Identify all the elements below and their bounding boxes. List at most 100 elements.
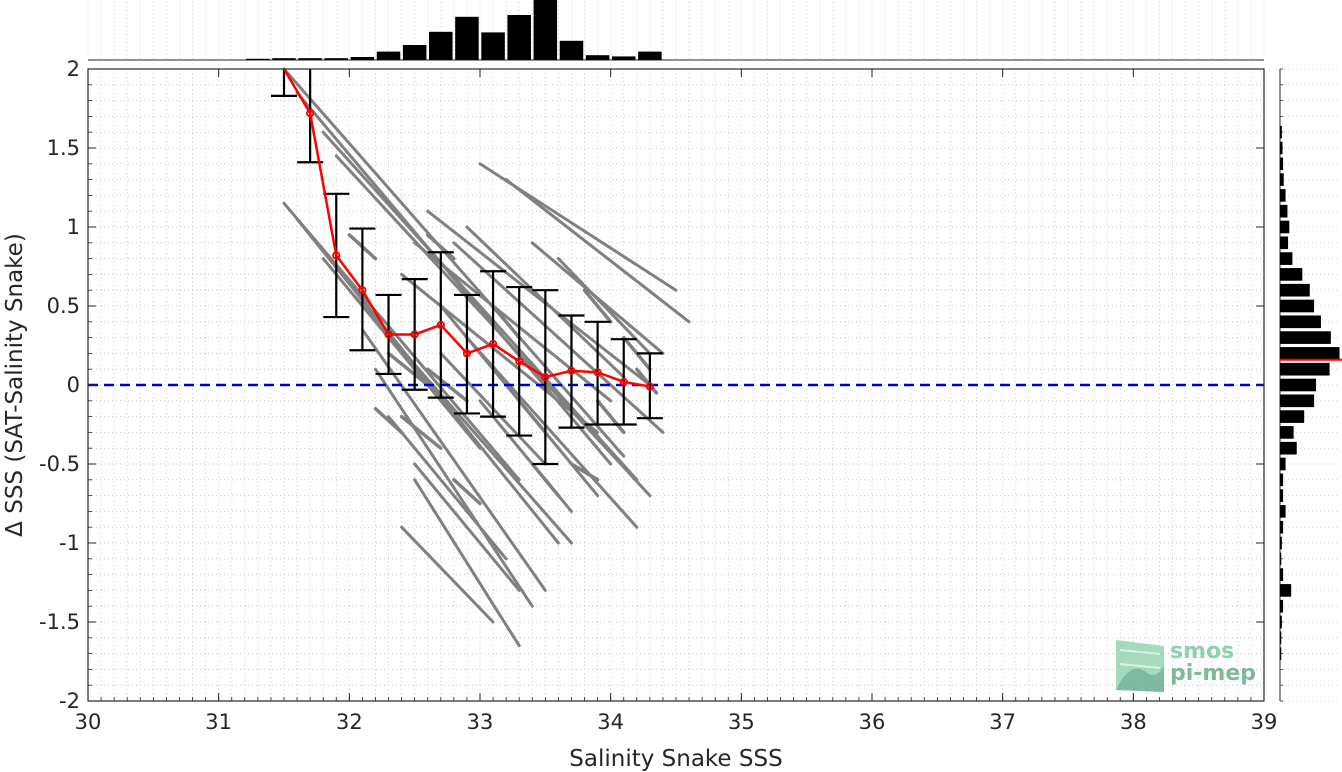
y-axis: 2 1.5 1 0.5 0 -0.5 -1 -1.5 -2 [39,57,1264,713]
x-tick-label: 32 [336,710,363,734]
top-histogram-bar [559,40,584,60]
right-histogram-bar [1280,505,1286,518]
top-histogram-bar [402,45,427,60]
x-tick-label: 36 [859,710,886,734]
x-tick-label: 34 [597,710,624,734]
right-histogram-bar [1280,473,1284,487]
scatter-dash [373,406,404,435]
y-tick-label: -0.5 [39,452,80,476]
smos-pimep-logo: smos pi-mep [1116,639,1256,692]
top-histogram-bar [324,58,349,60]
y-tick-label: -1 [59,531,80,555]
mean-point [306,109,315,118]
top-histogram-bar [246,58,270,60]
scatter-streak [400,272,600,434]
mean-point [358,286,367,295]
y-tick-label: 0 [67,373,80,397]
x-tick-label: 30 [75,710,102,734]
scatter-dash [399,414,443,450]
mean-point [593,368,602,377]
logo-text-smos: smos [1170,639,1234,664]
right-histogram [1279,68,1342,702]
mean-point [436,320,445,330]
scatter-dash [452,478,482,506]
scatter-dash [530,462,561,498]
scatter-dash [517,399,548,435]
y-tick-label: -2 [59,689,80,713]
scatter-streak [426,209,652,387]
x-tick-label: 33 [467,710,494,734]
logo-emblem [1116,640,1164,692]
top-histogram-bar [611,56,636,60]
mean-point [515,357,524,366]
right-histogram-bar [1280,457,1286,471]
scatter-streaks [282,67,691,648]
right-histogram-bar [1280,236,1289,250]
top-histogram-bar [298,58,322,60]
scatter-streak [452,241,665,434]
mean-point [567,366,576,375]
right-histogram-bar [1280,299,1315,313]
scatter-dash [595,399,626,435]
top-histogram-bar [272,58,296,60]
scatter-streak [413,241,613,403]
scatter-streak [400,525,495,624]
right-histogram-bar [1280,173,1284,186]
scatter-dash [425,233,456,261]
mean-point [645,382,654,391]
y-axis-title: Δ SSS (SAT-Salinity Snake) [2,233,28,537]
right-histogram-bar [1280,631,1282,645]
x-tick-label: 37 [989,710,1016,734]
right-histogram-bar [1280,536,1282,550]
scatter-dash [386,351,430,387]
y-tick-label: 1.5 [47,136,80,160]
right-histogram-bar [1280,378,1316,392]
scatter-streak [465,336,639,529]
mean-line [282,68,651,388]
top-histogram-bar [376,51,401,60]
right-histogram-bar [1280,441,1297,455]
top-histogram-bar [585,55,610,60]
mean-point [410,330,419,339]
top-histogram-bar [638,51,662,60]
mean-point [384,330,393,339]
right-histogram-bar [1280,489,1284,502]
binned-mean-series [282,68,654,391]
mean-point [332,251,341,260]
right-histogram-bar [1280,568,1284,581]
right-histogram-bar [1280,141,1283,155]
scatter-dash [582,288,613,324]
top-histogram-bar [481,32,505,60]
right-histogram-bar [1280,347,1340,360]
mean-point [541,372,550,382]
y-tick-label: 2 [67,57,80,81]
x-tick-label: 38 [1120,710,1147,734]
scatter-dash [491,304,521,340]
y-tick-label: 0.5 [47,294,80,318]
x-axis-title: Salinity Snake SSS [569,746,782,772]
right-histogram-bar [1280,220,1290,234]
scatter-streak [504,178,691,324]
right-histogram-bar [1280,125,1282,139]
scatter-streak [373,367,534,608]
mean-point [462,349,472,358]
right-histogram-bar [1280,520,1284,534]
right-histogram-bar [1280,410,1305,423]
right-histogram-bar [1280,268,1303,281]
right-histogram-bar [1280,584,1292,597]
right-histogram-bar [1280,552,1282,566]
right-histogram-bar [1280,189,1286,202]
top-histogram-bar [429,31,453,60]
right-histogram-bar [1280,331,1331,344]
mean-point [619,377,628,386]
right-histogram-bar [1280,426,1294,439]
scatter-streak [413,478,521,648]
x-tick-label: 31 [205,710,232,734]
right-histogram-bar [1280,204,1288,218]
scatter-streak [387,415,508,561]
y-tick-label: 1 [67,215,80,239]
top-histogram-bar [507,15,531,60]
right-histogram-bar [1280,394,1315,408]
y-tick-label: -1.5 [39,610,80,634]
